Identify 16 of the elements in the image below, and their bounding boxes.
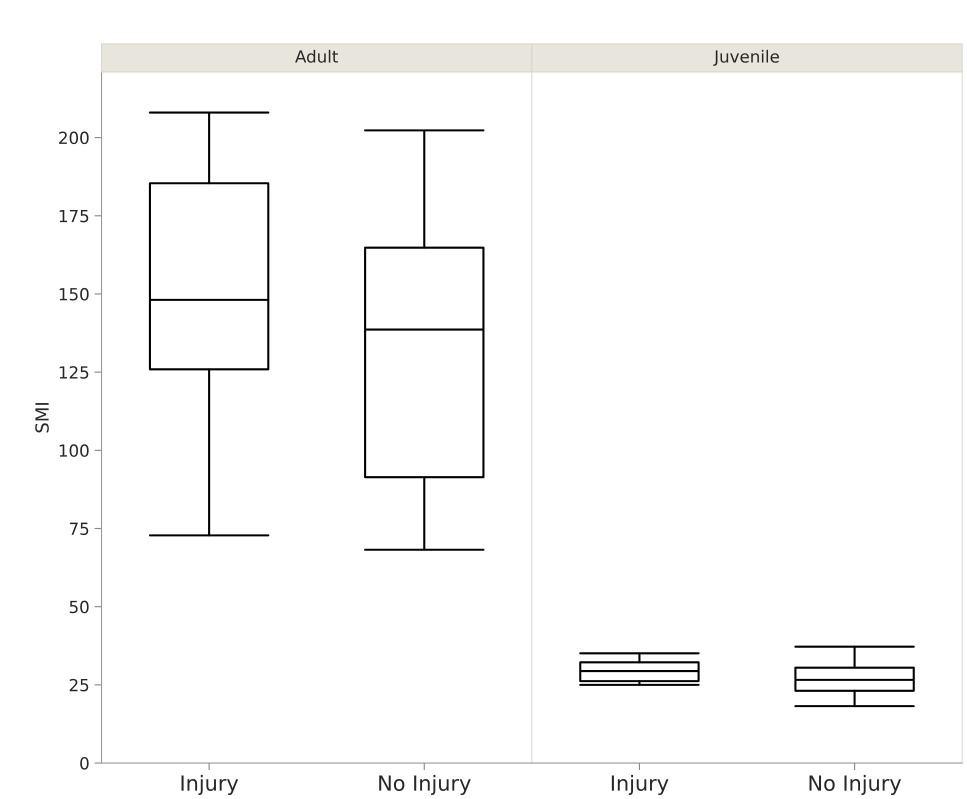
- y-tick-label: 100: [60, 444, 89, 457]
- y-tick-label: 50: [70, 600, 89, 614]
- y-tick-label: 75: [70, 522, 88, 536]
- y-tick-label: 25: [70, 678, 88, 692]
- x-tick-label: No Injury: [379, 774, 471, 796]
- y-tick-label: 200: [59, 132, 89, 144]
- y-tick-label: 150: [60, 288, 89, 301]
- x-tick-label: Injury: [182, 774, 238, 796]
- chart-title: Adult: [295, 50, 338, 63]
- y-tick-label: 0: [80, 757, 89, 770]
- y-tick-label: 175: [60, 210, 88, 222]
- y-tick-label: 125: [60, 366, 88, 379]
- x-tick-label: Injury: [612, 774, 668, 796]
- x-tick-label: No Injury: [810, 774, 902, 796]
- chart-title: Juvenile: [713, 50, 779, 66]
- y-axis-title: SMI: [35, 403, 49, 432]
